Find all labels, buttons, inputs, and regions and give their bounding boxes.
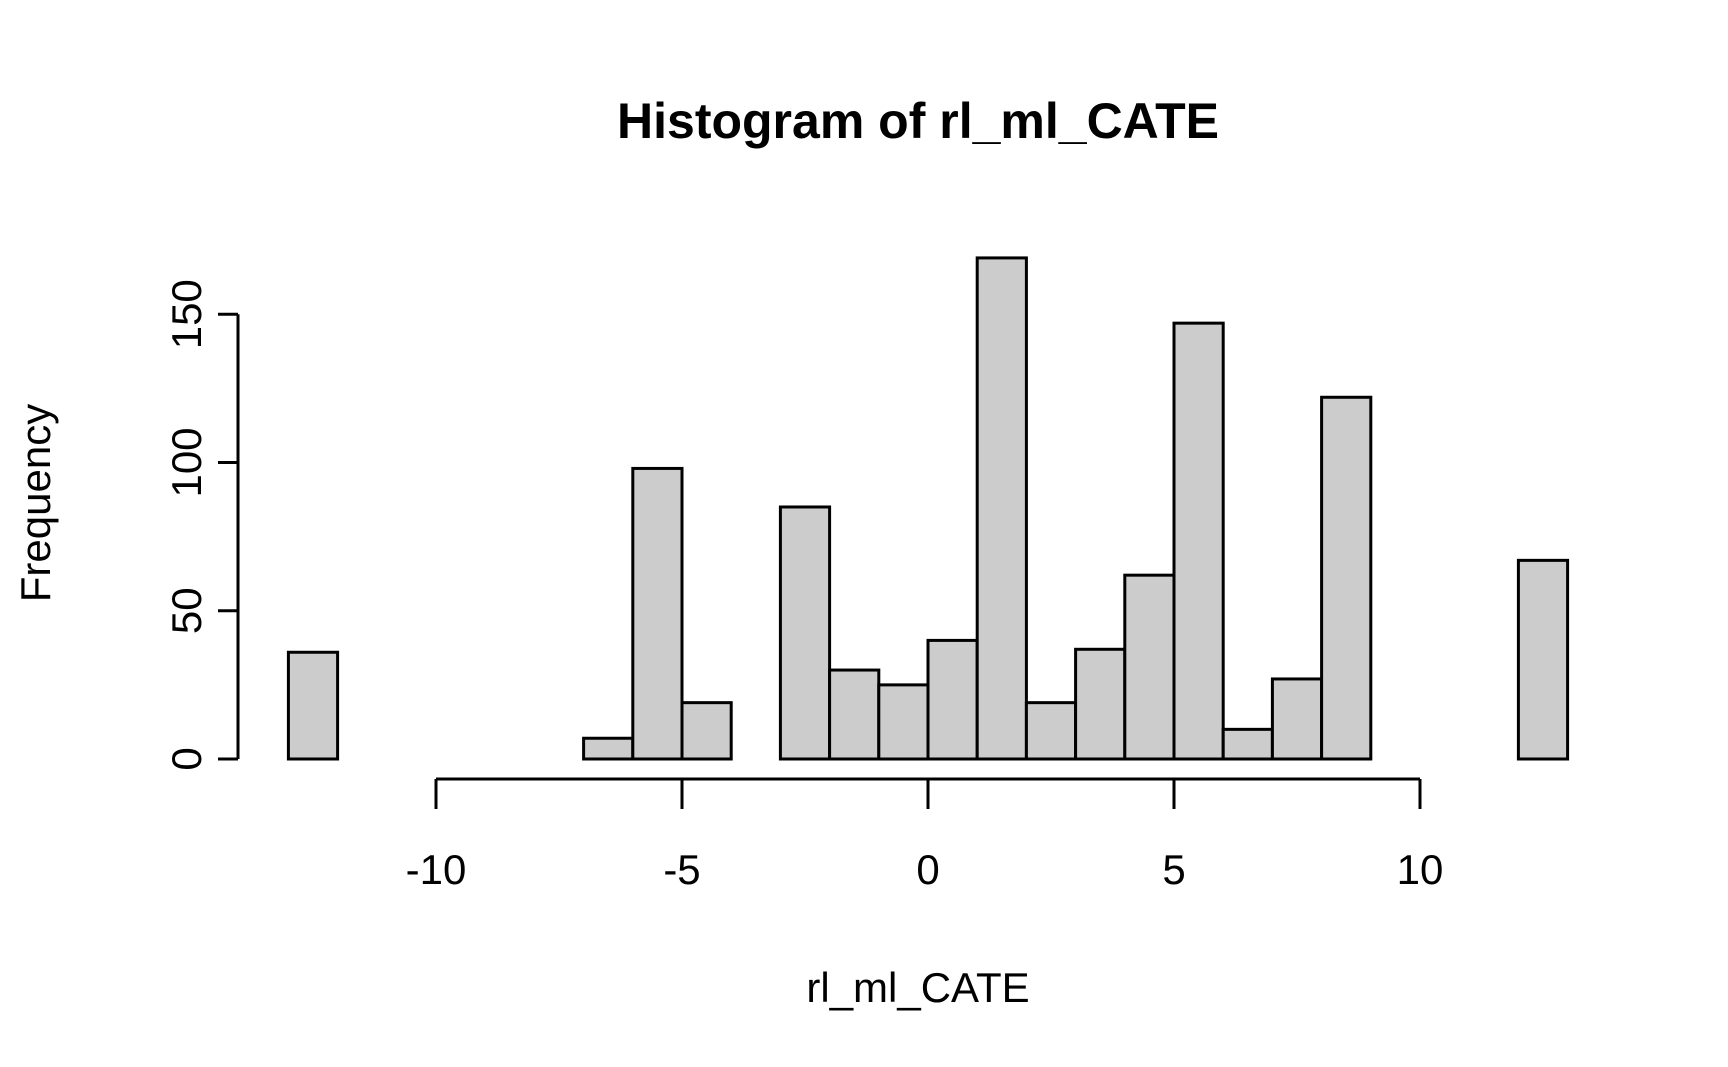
x-tick-label: 10 (1397, 846, 1444, 893)
y-axis: 0 50 100 150 (163, 279, 240, 771)
histogram-bar (1516, 558, 1570, 761)
x-axis: -10 -5 0 5 10 (406, 777, 1444, 893)
histogram-bar (828, 668, 881, 761)
chart-title: Histogram of rl_ml_CATE (617, 93, 1219, 149)
x-tick-label: 5 (1162, 846, 1185, 893)
x-tick-label: -5 (663, 846, 700, 893)
histogram-bar (1320, 395, 1373, 761)
bars-group (286, 256, 1570, 761)
histogram-bar (582, 736, 635, 761)
y-tick-label: 0 (163, 747, 210, 770)
x-tick-label: 0 (916, 846, 939, 893)
histogram-bar (975, 256, 1028, 761)
y-axis-label: Frequency (12, 404, 59, 602)
histogram-bar (877, 683, 930, 761)
histogram-bar (1270, 677, 1324, 761)
y-tick-label: 150 (163, 279, 210, 349)
x-axis-label: rl_ml_CATE (806, 964, 1029, 1011)
histogram-bar (1024, 701, 1078, 761)
histogram-bar (1123, 573, 1176, 761)
histogram-bar (1074, 647, 1127, 761)
histogram-bar (631, 466, 684, 761)
histogram-bar (286, 650, 340, 761)
y-tick-label: 100 (163, 427, 210, 497)
histogram-bar (778, 505, 832, 761)
y-tick-label: 50 (163, 587, 210, 634)
histogram-bar (1221, 727, 1274, 761)
histogram-bar (680, 701, 733, 761)
histogram-bar (1172, 321, 1225, 761)
x-tick-label: -10 (406, 846, 467, 893)
histogram-bar (926, 638, 979, 761)
